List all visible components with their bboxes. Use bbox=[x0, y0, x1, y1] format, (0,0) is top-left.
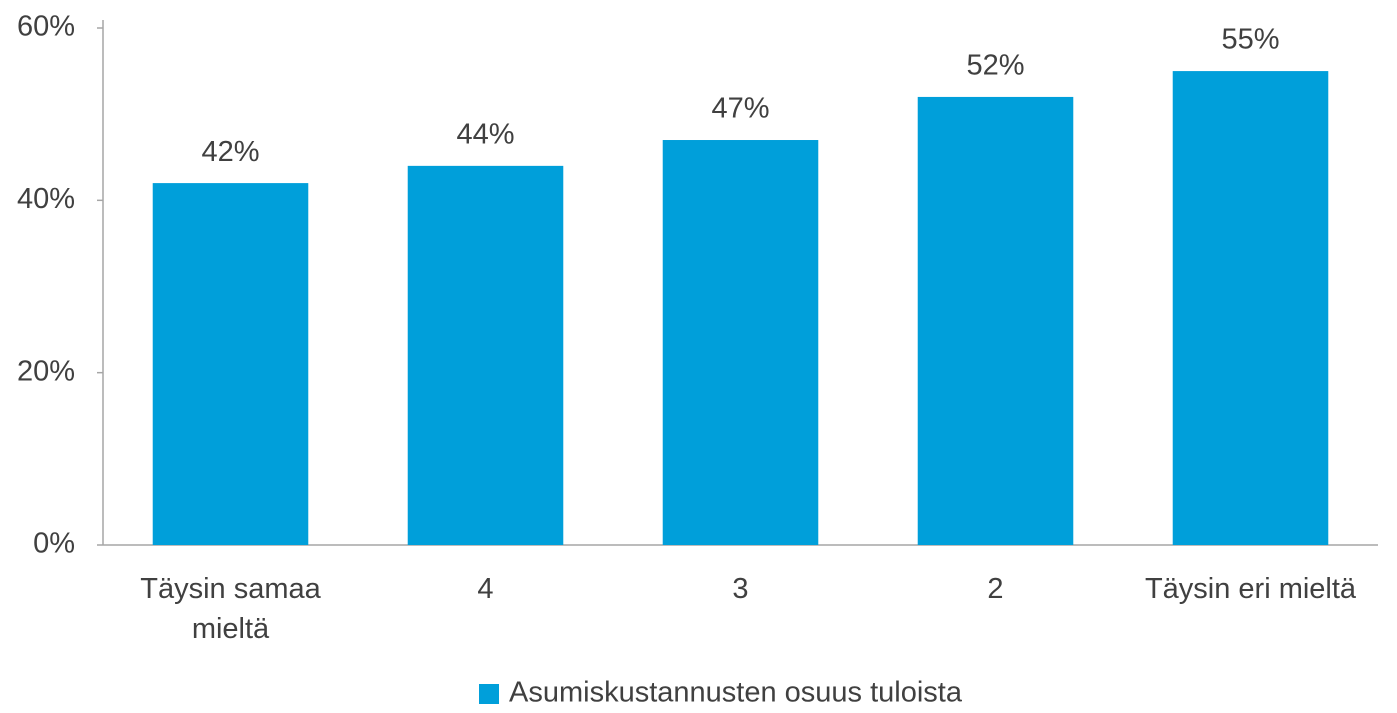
x-tick-label: Täysin samaa mieltä bbox=[140, 573, 321, 645]
data-label: 55% bbox=[1221, 24, 1279, 56]
y-tick-label: 40% bbox=[17, 183, 75, 215]
legend-label: Asumiskustannusten osuus tuloista bbox=[509, 677, 963, 709]
bar bbox=[662, 140, 819, 545]
bar bbox=[407, 165, 564, 545]
x-tick-label: 2 bbox=[987, 573, 1004, 605]
data-label: 44% bbox=[456, 119, 514, 151]
x-tick-label: 3 bbox=[732, 573, 749, 605]
y-tick-label: 20% bbox=[17, 355, 75, 387]
y-tick-label: 0% bbox=[33, 528, 75, 560]
y-tick-label: 60% bbox=[17, 11, 75, 43]
x-tick-label: Täysin eri mieltä bbox=[1144, 573, 1357, 605]
data-label: 52% bbox=[966, 50, 1024, 82]
bar bbox=[1172, 71, 1329, 545]
x-tick-label: 4 bbox=[477, 573, 494, 605]
data-label: 42% bbox=[201, 136, 259, 168]
data-label: 47% bbox=[711, 93, 769, 125]
bar bbox=[152, 183, 309, 545]
bar bbox=[917, 96, 1074, 545]
legend-swatch bbox=[479, 684, 500, 704]
